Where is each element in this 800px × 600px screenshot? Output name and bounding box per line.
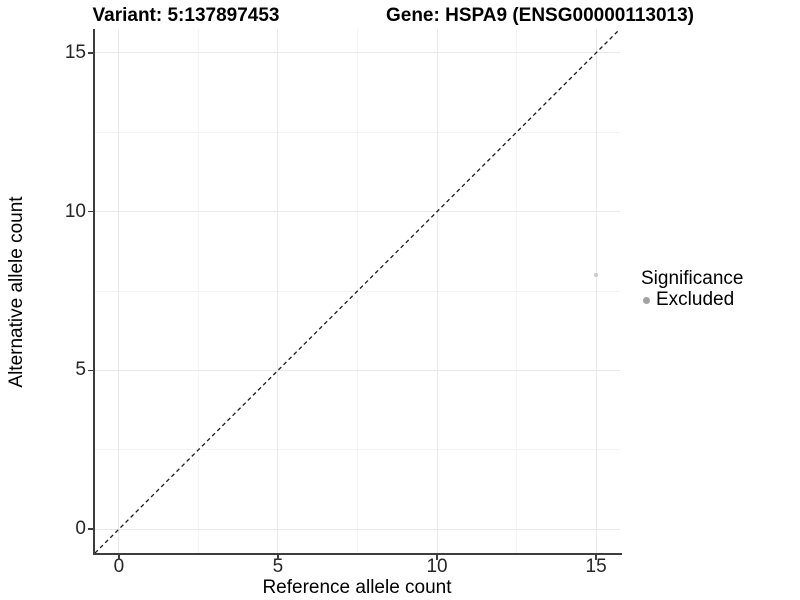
y-gridline-major [95, 528, 620, 530]
y-gridline-minor [95, 449, 620, 451]
x-gridline-major [595, 29, 597, 553]
y-tick-label: 5 [75, 359, 86, 381]
x-tick-label: 5 [272, 556, 284, 577]
x-gridline-major [436, 29, 438, 553]
y-axis-line [93, 29, 96, 555]
legend-title: Significance [641, 268, 744, 289]
identity-dashed-line [95, 29, 620, 553]
x-tick-label: 0 [113, 556, 125, 577]
y-tick-mark [88, 52, 94, 54]
x-tick-mark [277, 554, 279, 560]
legend: Significance Excluded [641, 268, 743, 310]
y-gridline-major [95, 211, 620, 213]
x-gridline-major [118, 29, 120, 553]
x-axis-line [93, 553, 622, 555]
x-tick-label: 10 [426, 556, 448, 577]
y-tick-label: 10 [64, 200, 86, 222]
legend-item-excluded: Excluded [641, 290, 743, 310]
plot-title-variant: Variant: 5:137897453 [92, 5, 280, 26]
x-tick-mark [118, 554, 120, 560]
y-gridline-major [95, 369, 620, 371]
x-gridline-major [277, 29, 279, 553]
y-gridline-major [95, 52, 620, 54]
x-tick-mark [595, 554, 597, 560]
y-gridline-minor [95, 131, 620, 133]
plot-title-gene: Gene: HSPA9 (ENSG00000113013) [385, 5, 695, 26]
y-tick-label: 15 [64, 41, 86, 63]
y-tick-mark [88, 210, 94, 213]
y-tick-label: 0 [75, 518, 86, 540]
y-tick-mark [88, 528, 94, 530]
x-axis-title: Reference allele count [262, 577, 452, 598]
legend-item-label: Excluded [656, 289, 735, 310]
y-axis-title: Alternative allele count [6, 196, 27, 388]
legend-key-dot-icon [643, 296, 650, 304]
x-tick-mark [436, 554, 438, 560]
plot-panel [95, 29, 620, 553]
data-point-excluded [593, 272, 599, 278]
x-tick-label: 15 [585, 556, 607, 577]
y-tick-mark [88, 369, 94, 372]
